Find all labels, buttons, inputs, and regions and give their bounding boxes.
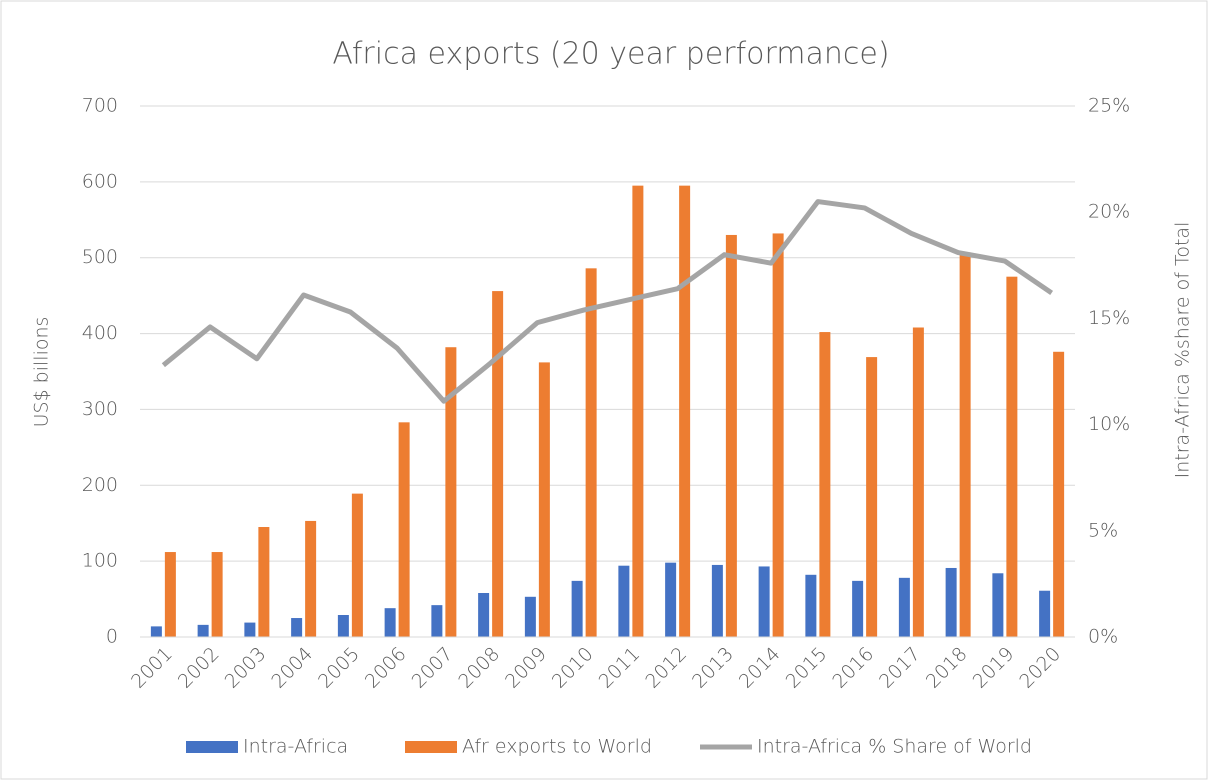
y-tick-label: 700	[82, 95, 118, 117]
legend-swatch	[186, 741, 238, 753]
y2-tick-label: 20%	[1088, 201, 1130, 223]
bar	[291, 618, 303, 637]
line	[161, 199, 1054, 404]
bar	[524, 596, 536, 637]
bar	[866, 357, 878, 637]
y2-tick-label: 5%	[1088, 519, 1118, 541]
bar	[1053, 351, 1065, 637]
bar	[618, 565, 630, 637]
bar	[805, 574, 817, 637]
y-axis-title: US$ billions	[31, 317, 53, 428]
bar	[445, 347, 457, 637]
bar	[1006, 276, 1018, 637]
legend-label: Intra-Africa	[243, 736, 348, 758]
y-tick-label: 600	[82, 170, 118, 192]
y2-tick-label: 15%	[1088, 307, 1130, 329]
legend-label: Afr exports to World	[462, 736, 652, 758]
bar	[258, 527, 270, 637]
legend-label: Intra-Africa % Share of World	[757, 736, 1032, 758]
y-tick-label: 200	[82, 474, 118, 496]
bar	[992, 573, 1004, 637]
y2-axis-title: Intra-Africa %share of Total	[1172, 222, 1194, 479]
bar	[852, 580, 864, 637]
bar	[679, 185, 691, 637]
bar	[478, 593, 490, 637]
bar	[711, 564, 723, 637]
bar	[164, 552, 176, 637]
bar	[431, 605, 443, 637]
bar	[819, 332, 831, 637]
bar	[912, 327, 924, 637]
bar	[150, 626, 162, 637]
bar	[571, 580, 583, 637]
bar	[337, 615, 349, 637]
bar	[945, 567, 957, 637]
bar	[197, 624, 209, 637]
bar	[492, 291, 504, 637]
y-tick-label: 100	[82, 550, 118, 572]
y-tick-label: 500	[82, 246, 118, 268]
bar	[959, 252, 971, 637]
y2-tick-label: 25%	[1088, 95, 1130, 117]
bar	[384, 608, 396, 637]
legend-swatch	[405, 741, 457, 753]
bar	[305, 520, 317, 637]
chart-title: Africa exports (20 year performance)	[332, 37, 889, 72]
bar	[772, 233, 784, 637]
y2-tick-label: 10%	[1088, 413, 1130, 435]
bar	[398, 422, 410, 637]
y-tick-label: 0	[106, 626, 118, 648]
y-tick-label: 300	[82, 398, 118, 420]
y2-tick-label: 0%	[1088, 626, 1118, 648]
bar	[758, 566, 770, 637]
bar	[1039, 590, 1051, 637]
bar	[538, 362, 550, 637]
bar	[665, 562, 677, 637]
bar	[351, 493, 363, 637]
bar	[244, 622, 256, 637]
bar	[211, 552, 223, 637]
bar	[632, 185, 644, 637]
y-tick-label: 400	[82, 322, 118, 344]
bar	[585, 268, 597, 637]
bar	[725, 234, 737, 637]
bar	[898, 577, 910, 637]
